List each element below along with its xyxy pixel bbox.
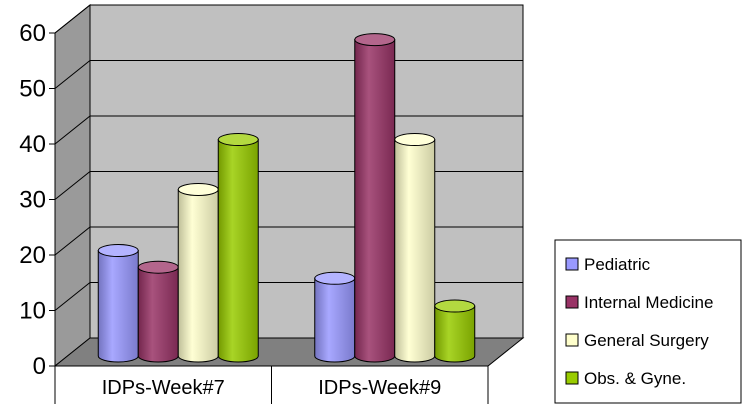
x-tick-label: IDPs-Week#7 [102,377,225,399]
bar-body [137,266,179,363]
bar-top [394,133,436,147]
legend: Pediatric Internal Medicine General Surger… [554,239,742,404]
y-tick-label: 30 [19,187,46,214]
bar-body [354,39,396,363]
bar [394,133,436,363]
bar [97,244,139,363]
bars [97,33,476,363]
bar-body [394,139,436,363]
legend-box [554,239,742,404]
bar-body [314,277,356,363]
bar-top [137,260,179,274]
gridline [54,4,523,34]
legend-label: General Surgery [584,331,709,350]
legend-label: Obs. & Gyne. [584,369,686,388]
bar [217,133,259,363]
y-tick-label: 50 [19,76,46,103]
legend-swatch [565,333,579,347]
legend-swatch [565,295,579,309]
bar [354,33,396,363]
y-tick-label: 40 [19,131,46,158]
y-tick-label: 20 [19,242,46,269]
y-tick-label: 60 [19,20,46,47]
bar [314,271,356,363]
x-tick-label: IDPs-Week#9 [318,377,441,399]
y-tick-label: 0 [33,353,46,380]
legend-label: Pediatric [584,255,651,274]
bar-top [354,33,396,47]
y-axis: 0 10 20 30 40 50 60 [19,20,56,380]
bar-top [177,183,219,196]
legend-label: Internal Medicine [584,293,713,312]
y-tick-label: 10 [19,298,46,325]
bar-top [434,299,476,313]
bar-top [217,133,259,147]
bar [137,260,179,363]
bar-top [314,271,356,285]
legend-swatch [565,257,579,271]
legend-swatch [565,371,579,385]
x-axis: IDPs-Week#7 IDPs-Week#9 [54,365,489,404]
bar [177,183,219,363]
bar-body [177,189,219,363]
bar-body [97,250,139,363]
bar-body [217,139,259,363]
bar-top [97,244,139,258]
bar-body [434,305,476,363]
bar [434,299,476,363]
